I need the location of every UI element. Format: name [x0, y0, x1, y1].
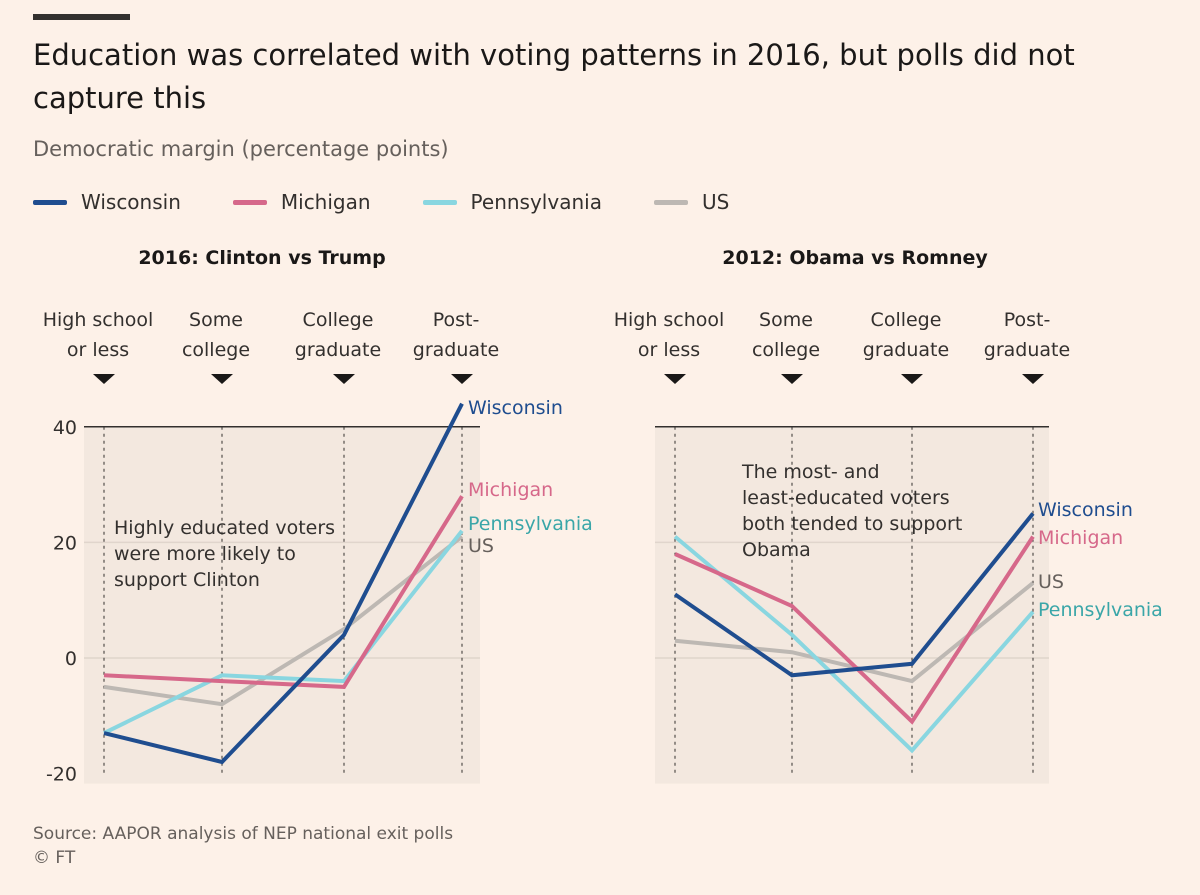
category-label: college — [752, 339, 820, 361]
category-label: college — [182, 339, 250, 361]
chart-subtitle: Democratic margin (percentage points) — [33, 137, 449, 161]
y-tick-label: -20 — [46, 764, 77, 786]
legend-item-us: US — [653, 190, 730, 214]
annotation-text: Obama — [742, 539, 811, 561]
chart-panel-1: 2016: Clinton vs Trump 40 20 0 -20 High schoo… — [43, 247, 593, 786]
legend-label-michigan: Michigan — [280, 190, 371, 214]
category-label: Some — [759, 309, 813, 331]
category-label: graduate — [295, 339, 381, 361]
end-label-us: US — [1038, 571, 1064, 593]
category-label: College — [303, 309, 374, 331]
panel-title: 2016: Clinton vs Trump — [138, 247, 385, 269]
category-label: Some — [189, 309, 243, 331]
category-arrow-icon — [664, 374, 686, 384]
legend-label-pennsylvania: Pennsylvania — [470, 190, 602, 214]
series-line-wisconsin — [103, 402, 464, 765]
legend-label-us: US — [701, 190, 730, 214]
category-label: graduate — [413, 339, 499, 361]
category-label: graduate — [984, 339, 1070, 361]
category-arrow-icon — [901, 374, 923, 384]
legend-swatch-michigan — [232, 199, 267, 205]
series-line-us — [103, 535, 464, 707]
series-line-pennsylvania — [673, 535, 1035, 754]
end-label-wisconsin: Wisconsin — [468, 397, 563, 419]
category-label: College — [871, 309, 942, 331]
category-arrow-icon — [781, 374, 803, 384]
y-tick-label: 0 — [65, 648, 77, 670]
legend-swatch-wisconsin — [33, 199, 67, 205]
legend-item-wisconsin: Wisconsin — [33, 190, 181, 214]
category-arrow-icon — [333, 374, 355, 384]
category-label: graduate — [863, 339, 949, 361]
category-label: Post- — [433, 309, 480, 331]
category-label: Post- — [1004, 309, 1051, 331]
end-label-us: US — [468, 535, 494, 557]
category-arrow-icon — [451, 374, 473, 384]
legend-item-michigan: Michigan — [232, 190, 371, 214]
copyright-note: © FT — [33, 848, 76, 868]
y-tick-label: 40 — [53, 417, 77, 439]
annotation-text: both tended to support — [742, 513, 962, 535]
plot-background — [655, 426, 1049, 784]
category-label: or less — [638, 339, 700, 361]
category-label: or less — [67, 339, 129, 361]
chart-title: Education was correlated with voting pat… — [33, 38, 1075, 115]
category-arrow-icon — [211, 374, 233, 384]
series-line-wisconsin — [673, 512, 1035, 678]
series-line-michigan — [103, 495, 464, 689]
plot-background — [84, 426, 480, 784]
end-label-michigan: Michigan — [468, 479, 553, 501]
top-accent-bar — [33, 14, 130, 20]
legend-label-wisconsin: Wisconsin — [81, 190, 181, 214]
legend-item-pennsylvania: Pennsylvania — [422, 190, 602, 214]
end-label-pennsylvania: Pennsylvania — [1038, 599, 1163, 621]
category-arrow-icon — [1022, 374, 1044, 384]
category-label: High school — [43, 309, 154, 331]
legend-swatch-pennsylvania — [422, 199, 457, 205]
source-note: Source: AAPOR analysis of NEP national e… — [33, 824, 454, 844]
legend: Wisconsin Michigan Pennsylvania US — [33, 187, 781, 217]
chart-panel-2: 2012: Obama vs Romney High school or less S… — [614, 247, 1163, 784]
series-line-pennsylvania — [103, 529, 464, 735]
category-arrow-icon — [93, 374, 115, 384]
category-label: High school — [614, 309, 725, 331]
annotation-text: least-educated voters — [742, 487, 950, 509]
annotation-text: Highly educated voters — [114, 517, 335, 539]
annotation-text: support Clinton — [114, 569, 260, 591]
y-tick-label: 20 — [53, 532, 77, 554]
panel-title: 2012: Obama vs Romney — [722, 247, 988, 269]
series-line-michigan — [674, 535, 1035, 725]
annotation-text: were more likely to — [114, 543, 296, 565]
end-label-wisconsin: Wisconsin — [1038, 499, 1133, 521]
legend-swatch-us — [653, 199, 688, 205]
end-label-michigan: Michigan — [1038, 527, 1123, 549]
end-label-pennsylvania: Pennsylvania — [468, 513, 593, 535]
annotation-text: The most- and — [741, 461, 880, 483]
